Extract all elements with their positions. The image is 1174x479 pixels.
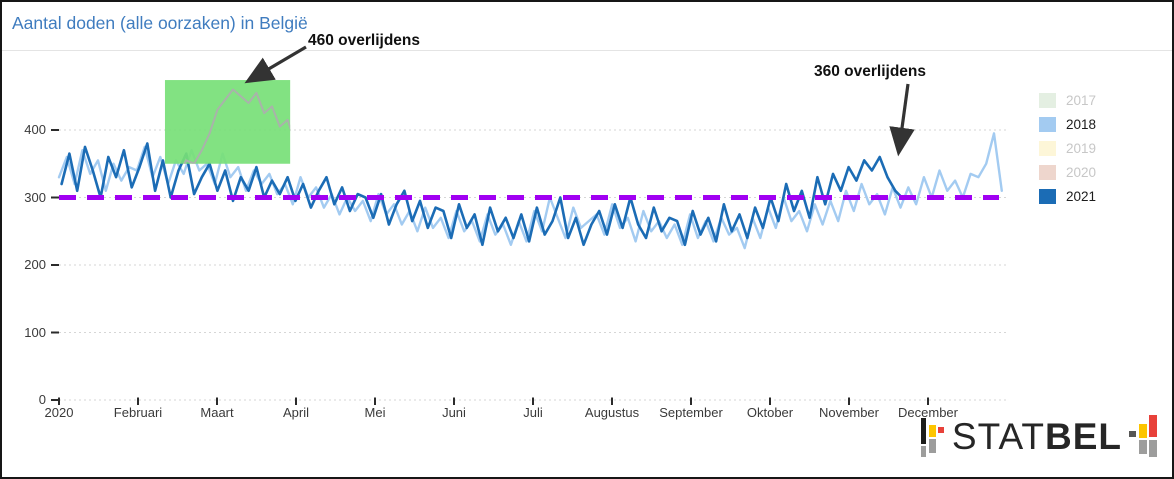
y-tick-label-200: 200 [24,257,46,272]
x-tick-label-Maart: Maart [200,405,234,420]
chart-title: Aantal doden (alle oorzaken) in België [12,13,308,33]
x-tick-label-November: November [819,405,879,420]
x-tick-label-Oktober: Oktober [746,405,794,420]
x-tick-label-Juni: Juni [442,405,466,420]
x-tick-label-September: September [659,405,723,420]
annotation-460-overlijdens: 460 overlijdens [308,32,421,49]
legend-swatch-2019 [1039,140,1056,156]
header-divider [2,50,1172,51]
legend-swatch-2020 [1039,164,1056,180]
y-tick-label-300: 300 [24,189,46,205]
legend-item-2018[interactable]: 2018 [1039,112,1096,136]
legend-swatch-2018 [1039,116,1056,132]
x-tick-label-April: April [282,405,310,420]
x-tick-label-Februari: Februari [113,405,163,420]
chart-legend: 2017 2018 2019 2020 2021 [1039,88,1096,208]
statbel-logo-bel: BEL [1045,416,1122,457]
x-tick-label-Juli: Juli [523,405,543,420]
legend-swatch-2021 [1039,188,1056,204]
legend-label-2019: 2019 [1066,140,1097,156]
highlight-region [164,80,291,164]
legend-swatch-2017 [1039,92,1056,108]
legend-label-2021: 2021 [1066,188,1097,204]
y-tick-label-400: 400 [24,122,46,137]
statbel-logo-text: STATBEL [952,415,1122,459]
legend-label-2020: 2020 [1066,164,1097,180]
x-tick-label-Mei: Mei [364,405,386,420]
statbel-logo-stat: STAT [951,416,1045,457]
legend-label-2017: 2017 [1066,92,1097,108]
statbel-logo: STATBEL [920,415,1158,459]
series-line-2020-clipped [183,88,291,164]
gridlines [59,129,1007,401]
x-tick-label-December: December [898,405,958,420]
y-tick-label-0: 0 [38,392,46,407]
annotation-360-overlijdens: 360 overlijdens [814,63,927,80]
x-tick-label-Augustus: Augustus [584,405,640,420]
legend-item-2020[interactable]: 2020 [1039,160,1096,184]
y-tick-label-100: 100 [24,324,46,340]
axis-ticks [51,129,929,405]
legend-label-2018: 2018 [1066,116,1097,132]
annotation-arrows [244,45,915,157]
legend-item-2021[interactable]: 2021 [1039,184,1096,208]
statbel-logo-right-icon [1129,415,1157,457]
arrow-460-icon [244,45,307,84]
statbel-logo-left-icon [920,418,944,457]
highlight-box-460 [164,80,291,164]
x-tick-label-2020: 2020 [44,405,74,420]
legend-item-2017[interactable]: 2017 [1039,88,1096,112]
arrow-360-icon [889,83,915,157]
legend-item-2019[interactable]: 2019 [1039,136,1096,160]
series-line-2021[interactable] [60,142,905,247]
